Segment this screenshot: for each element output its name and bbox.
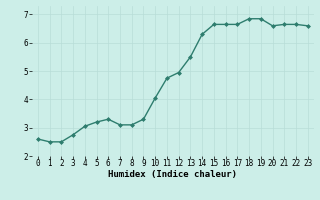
X-axis label: Humidex (Indice chaleur): Humidex (Indice chaleur) [108,170,237,179]
